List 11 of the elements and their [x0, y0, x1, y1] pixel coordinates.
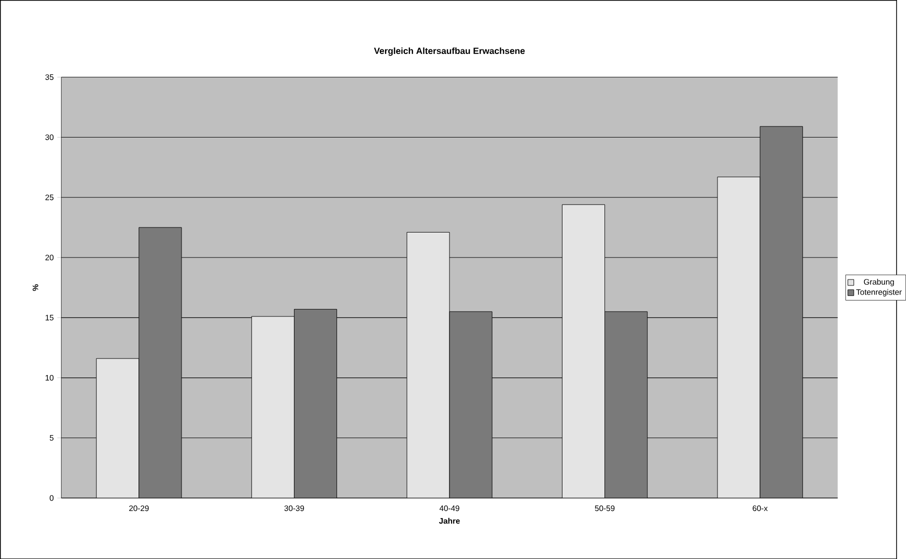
- bar: [251, 316, 294, 498]
- bar: [604, 311, 648, 498]
- bar: [406, 232, 450, 498]
- bar: [449, 311, 492, 498]
- bar: [760, 126, 803, 498]
- chart-title: Vergleich Altersaufbau Erwachsene: [374, 47, 525, 56]
- bar: [562, 204, 606, 498]
- bar: [96, 358, 140, 498]
- bar: [138, 227, 182, 498]
- bar: [717, 176, 760, 498]
- bar: [294, 308, 338, 498]
